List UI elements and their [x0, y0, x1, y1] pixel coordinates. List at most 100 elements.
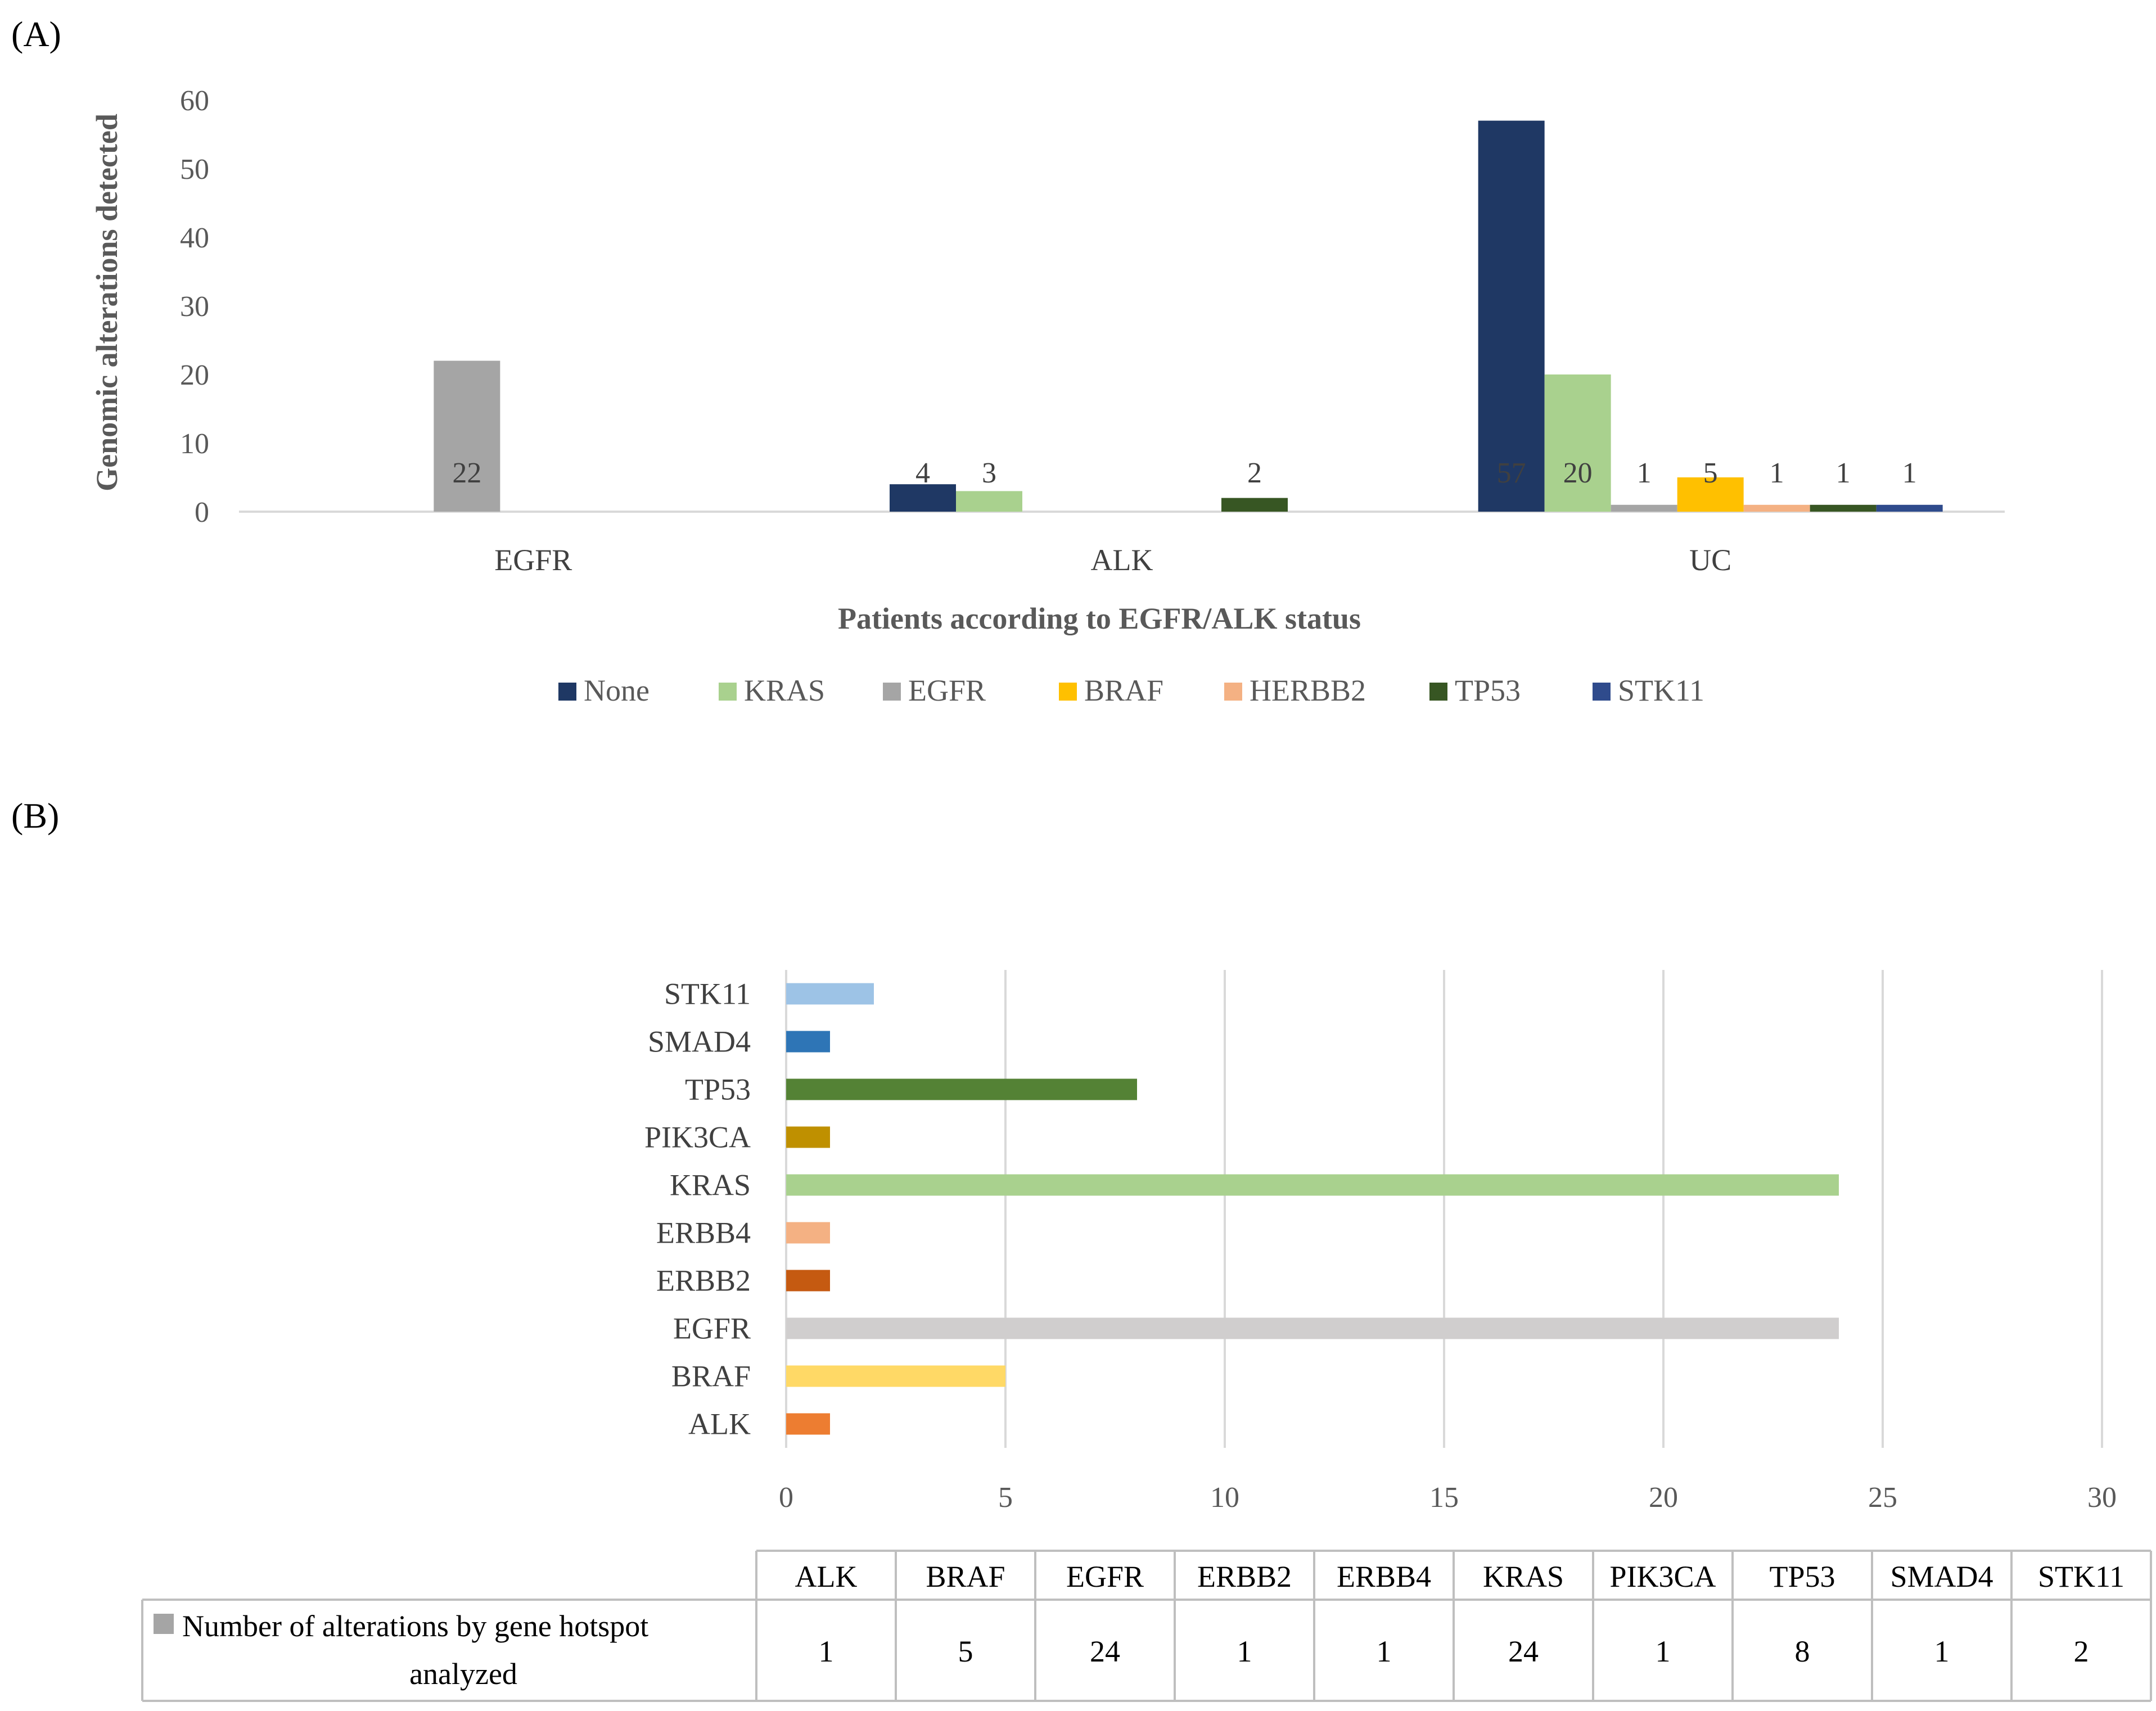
table-cell: 24 [1090, 1635, 1120, 1668]
y-tick-label: 20 [180, 359, 209, 391]
data-label: 1 [1637, 457, 1652, 489]
legend-label: BRAF [1084, 674, 1163, 707]
legend-swatch [1429, 683, 1447, 701]
chart-a: 0 10 20 30 40 50 60 Genomic alterations detecte… [90, 85, 2005, 707]
bar [1677, 477, 1744, 512]
table-header: PIK3CA [1609, 1560, 1716, 1593]
y-category-label: ERBB4 [656, 1216, 751, 1250]
x-category-label: UC [1689, 543, 1731, 577]
y-tick-label: 40 [180, 222, 209, 254]
legend-item: BRAF [1059, 674, 1163, 707]
data-label: 5 [1703, 457, 1718, 489]
legend-item: STK11 [1593, 674, 1704, 707]
table-header: ERBB4 [1337, 1560, 1431, 1593]
bar [1221, 498, 1288, 512]
y-tick-label: 10 [180, 428, 209, 460]
table-header: ERBB2 [1197, 1560, 1292, 1593]
x-tick-label: 20 [1649, 1482, 1678, 1514]
table-legend-swatch [154, 1614, 174, 1634]
x-tick-label: 25 [1868, 1482, 1897, 1514]
chart-b: 0 5 10 15 20 25 30 ALK BRAF EGFR ERBB2 ERBB4 KRAS PIK… [644, 970, 2117, 1514]
legend-item: HERBB2 [1224, 674, 1366, 707]
table-row-label: Number of alterations by gene hotspot ana… [182, 1609, 648, 1691]
table-header: SMAD4 [1890, 1560, 1993, 1593]
y-category-label: STK11 [664, 977, 751, 1011]
bar [890, 484, 956, 512]
table-cell: 1 [1934, 1635, 1950, 1668]
legend-item: EGFR [883, 674, 986, 707]
y-category-label: KRAS [670, 1168, 751, 1202]
bar [786, 1174, 1839, 1196]
legend-label: EGFR [908, 674, 986, 707]
y-category-label: EGFR [673, 1312, 751, 1346]
y-category-label: BRAF [671, 1360, 751, 1393]
x-tick-label: 30 [2087, 1482, 2117, 1514]
table-header: STK11 [2038, 1560, 2125, 1593]
y-axis-title: Genomic alterations detected [90, 114, 124, 491]
bar [786, 1222, 830, 1244]
bar [786, 1317, 1839, 1339]
bar [1743, 504, 1810, 512]
table-header: EGFR [1066, 1560, 1144, 1593]
x-tick-label: 15 [1429, 1482, 1459, 1514]
data-label: 1 [1902, 457, 1917, 489]
table-cell: 1 [1237, 1635, 1252, 1668]
y-tick-label: 0 [195, 496, 209, 529]
bar [786, 1413, 830, 1435]
table-cell: 1 [1377, 1635, 1392, 1668]
legend-label: HERBB2 [1250, 674, 1366, 707]
data-label: 3 [982, 457, 996, 489]
bar [786, 983, 874, 1005]
legend-swatch [1059, 683, 1077, 701]
x-tick-label: 0 [779, 1482, 793, 1514]
data-label: 57 [1497, 457, 1526, 489]
bar [956, 491, 1022, 512]
table-header: TP53 [1769, 1560, 1835, 1593]
x-tick-label: 10 [1210, 1482, 1239, 1514]
bar [786, 1270, 830, 1292]
table-cell: 1 [1656, 1635, 1671, 1668]
bar [1611, 504, 1677, 512]
x-category-label: EGFR [494, 543, 572, 577]
data-label: 1 [1836, 457, 1851, 489]
y-category-label: SMAD4 [648, 1025, 751, 1059]
table-cell: 24 [1508, 1635, 1539, 1668]
bar [1478, 120, 1545, 512]
bar [786, 1078, 1137, 1100]
legend-label: STK11 [1618, 674, 1704, 707]
legend-label: KRAS [744, 674, 825, 707]
y-tick-label: 50 [180, 154, 209, 186]
y-tick-label: 60 [180, 85, 209, 117]
legend-item: TP53 [1429, 674, 1521, 707]
bar [786, 1031, 830, 1053]
data-label: 22 [452, 457, 481, 489]
panel-b-label: (B) [11, 796, 59, 836]
legend-swatch [719, 683, 737, 701]
bar [786, 1126, 830, 1148]
data-label: 4 [915, 457, 930, 489]
table-cell: 8 [1795, 1635, 1810, 1668]
y-category-label: ERBB2 [656, 1264, 751, 1298]
legend-swatch [558, 683, 576, 701]
legend-item: None [558, 674, 649, 707]
bar [1876, 504, 1943, 512]
panel-a-label: (A) [11, 14, 61, 54]
table-header: KRAS [1483, 1560, 1564, 1593]
table-cell: 5 [958, 1635, 973, 1668]
table-cell: 2 [2074, 1635, 2089, 1668]
bar [1544, 374, 1611, 512]
data-table: ALK 1 BRAF 5 EGFR 24 ERBB2 1 ERBB4 1 KRAS 24 PIK3CA 1… [141, 1550, 2152, 1702]
x-axis-title: Patients according to EGFR/ALK status [838, 602, 1361, 635]
legend-label: TP53 [1455, 674, 1521, 707]
y-category-label: PIK3CA [644, 1121, 751, 1154]
bar [434, 360, 500, 512]
legend-swatch [1593, 683, 1611, 701]
y-category-label: TP53 [685, 1073, 751, 1107]
table-cell: 1 [819, 1635, 834, 1668]
table-header: BRAF [926, 1560, 1005, 1593]
legend-label: None [584, 674, 649, 707]
bar [786, 1365, 1005, 1387]
data-label: 1 [1770, 457, 1784, 489]
x-tick-label: 5 [998, 1482, 1013, 1514]
